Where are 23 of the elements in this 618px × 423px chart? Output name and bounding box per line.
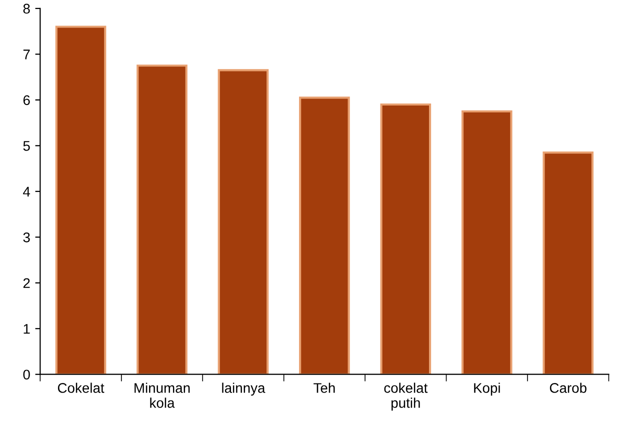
x-tick-label: Carob bbox=[550, 382, 586, 393]
bar bbox=[218, 69, 269, 374]
y-tick-label: 3 bbox=[23, 232, 30, 242]
y-tick-label: 8 bbox=[23, 4, 30, 14]
y-tick-label: 7 bbox=[23, 50, 30, 60]
bar bbox=[380, 103, 432, 374]
bar bbox=[299, 96, 350, 374]
x-tick-label: Teh bbox=[314, 382, 335, 393]
y-tick-label: 6 bbox=[23, 95, 30, 106]
y-tick-label: 5 bbox=[23, 141, 30, 151]
x-tick-label: Kopi bbox=[474, 382, 500, 396]
y-tick-label: 2 bbox=[23, 278, 30, 288]
bar bbox=[136, 64, 188, 374]
x-tick-label: Cokelat bbox=[58, 382, 104, 393]
y-tick-label: 0 bbox=[23, 370, 30, 380]
bar bbox=[542, 151, 594, 374]
x-tick-label: lainnya bbox=[222, 382, 266, 396]
bar bbox=[55, 26, 106, 374]
y-tick-label: 4 bbox=[23, 186, 30, 196]
bar bbox=[461, 110, 512, 374]
y-tick-label: 1 bbox=[24, 324, 30, 334]
x-tick-label: cokelat putih bbox=[384, 382, 428, 411]
x-tick-label: Minuman kola bbox=[134, 382, 190, 408]
